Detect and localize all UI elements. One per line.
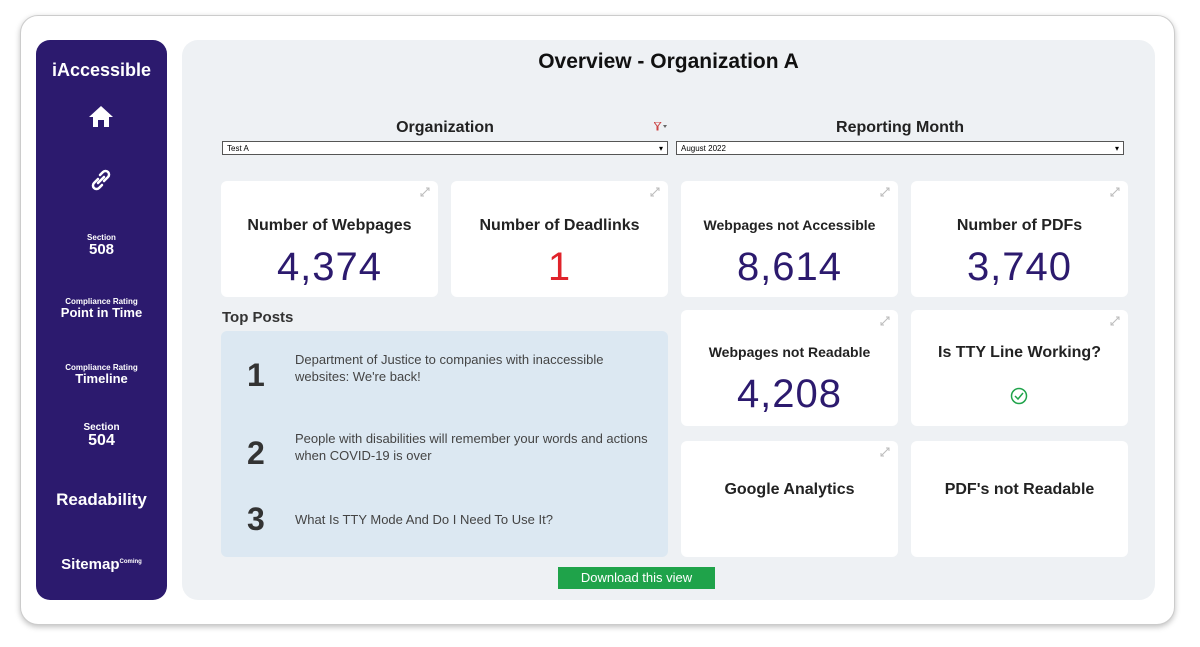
card-title: PDF's not Readable xyxy=(944,481,1095,498)
nav-item[interactable]: Section 508 xyxy=(36,233,167,258)
post-rank: 1 xyxy=(247,357,265,393)
home-icon[interactable] xyxy=(88,104,114,128)
post-text: What Is TTY Mode And Do I Need To Use It… xyxy=(295,512,553,527)
top-posts: 1 Department of Justice to companies with… xyxy=(221,331,668,557)
dropdown[interactable]: August 2022 ▾ xyxy=(676,141,1124,155)
kpi-card[interactable]: Number of Deadlinks 1 xyxy=(451,181,668,297)
expand-icon[interactable] xyxy=(880,316,890,326)
card-title: Webpages not Readable xyxy=(708,344,871,360)
expand-icon[interactable] xyxy=(650,187,660,197)
nav-label: Point in Time xyxy=(60,305,143,320)
card-title: Number of Deadlinks xyxy=(479,217,640,234)
nav-item[interactable]: Section 504 xyxy=(36,423,167,449)
card-value: 3,740 xyxy=(966,245,1073,289)
nav-item[interactable]: Readability xyxy=(56,490,147,509)
nav-small: Compliance Rating xyxy=(65,363,138,372)
nav-item[interactable]: Compliance Rating Point in Time xyxy=(36,297,167,320)
card-value: 1 xyxy=(547,245,572,289)
section-title: Top Posts xyxy=(222,309,294,326)
kpi-card[interactable]: Number of Webpages 4,374 xyxy=(221,181,438,297)
nav-small: Section xyxy=(83,422,120,433)
nav-label: Sitemap xyxy=(61,556,120,573)
card-title: Google Analytics xyxy=(724,481,855,498)
link-icon[interactable] xyxy=(91,169,111,191)
expand-icon[interactable] xyxy=(880,447,890,457)
card-value: 4,208 xyxy=(736,372,843,416)
brand[interactable]: iAccessible xyxy=(51,60,152,80)
dropdown-value: Test A xyxy=(227,144,249,153)
sidebar: iAccessible Section 508 Compliance Rating… xyxy=(36,40,167,600)
filter-icon[interactable] xyxy=(654,122,668,132)
nav-badge: Coming xyxy=(119,559,142,565)
kpi-card[interactable]: PDF's not Readable xyxy=(911,441,1128,557)
nav-item[interactable]: SitemapComing xyxy=(36,557,167,572)
download-button[interactable]: Download this view xyxy=(558,567,715,589)
nav-label: Timeline xyxy=(75,371,128,386)
card-title: Number of Webpages xyxy=(247,217,412,234)
post-text: People with disabilities will remember y… xyxy=(295,431,648,463)
expand-icon[interactable] xyxy=(1110,316,1120,326)
kpi-card[interactable]: Number of PDFs 3,740 xyxy=(911,181,1128,297)
expand-icon[interactable] xyxy=(1110,187,1120,197)
post-rank: 3 xyxy=(247,501,265,537)
filter-label: Reporting Month xyxy=(836,119,964,136)
card-title: Webpages not Accessible xyxy=(703,217,876,233)
kpi-card[interactable]: Is TTY Line Working? xyxy=(911,310,1128,426)
nav-label: 504 xyxy=(88,432,115,449)
card-value: 4,374 xyxy=(276,245,383,289)
kpi-card[interactable]: Webpages not Readable 4,208 xyxy=(681,310,898,426)
post-text: Department of Justice to companies with … xyxy=(295,352,604,384)
dropdown[interactable]: Test A ▾ xyxy=(222,141,668,155)
check-icon xyxy=(1010,387,1028,405)
nav-item[interactable]: Compliance Rating Timeline xyxy=(36,363,167,386)
kpi-card[interactable]: Google Analytics xyxy=(681,441,898,557)
expand-icon[interactable] xyxy=(420,187,430,197)
kpi-card[interactable]: Webpages not Accessible 8,614 xyxy=(681,181,898,297)
card-title: Number of PDFs xyxy=(956,217,1083,234)
filter-label: Organization xyxy=(396,119,494,136)
page-title: Overview - Organization A xyxy=(538,50,799,73)
post-rank: 2 xyxy=(247,435,265,471)
card-title: Is TTY Line Working? xyxy=(938,344,1101,361)
nav-label: 508 xyxy=(88,241,115,258)
dropdown-value: August 2022 xyxy=(681,144,726,153)
expand-icon[interactable] xyxy=(880,187,890,197)
card-value: 8,614 xyxy=(736,245,843,289)
nav-small: Compliance Rating xyxy=(65,297,138,306)
nav-small: Section xyxy=(87,233,116,242)
